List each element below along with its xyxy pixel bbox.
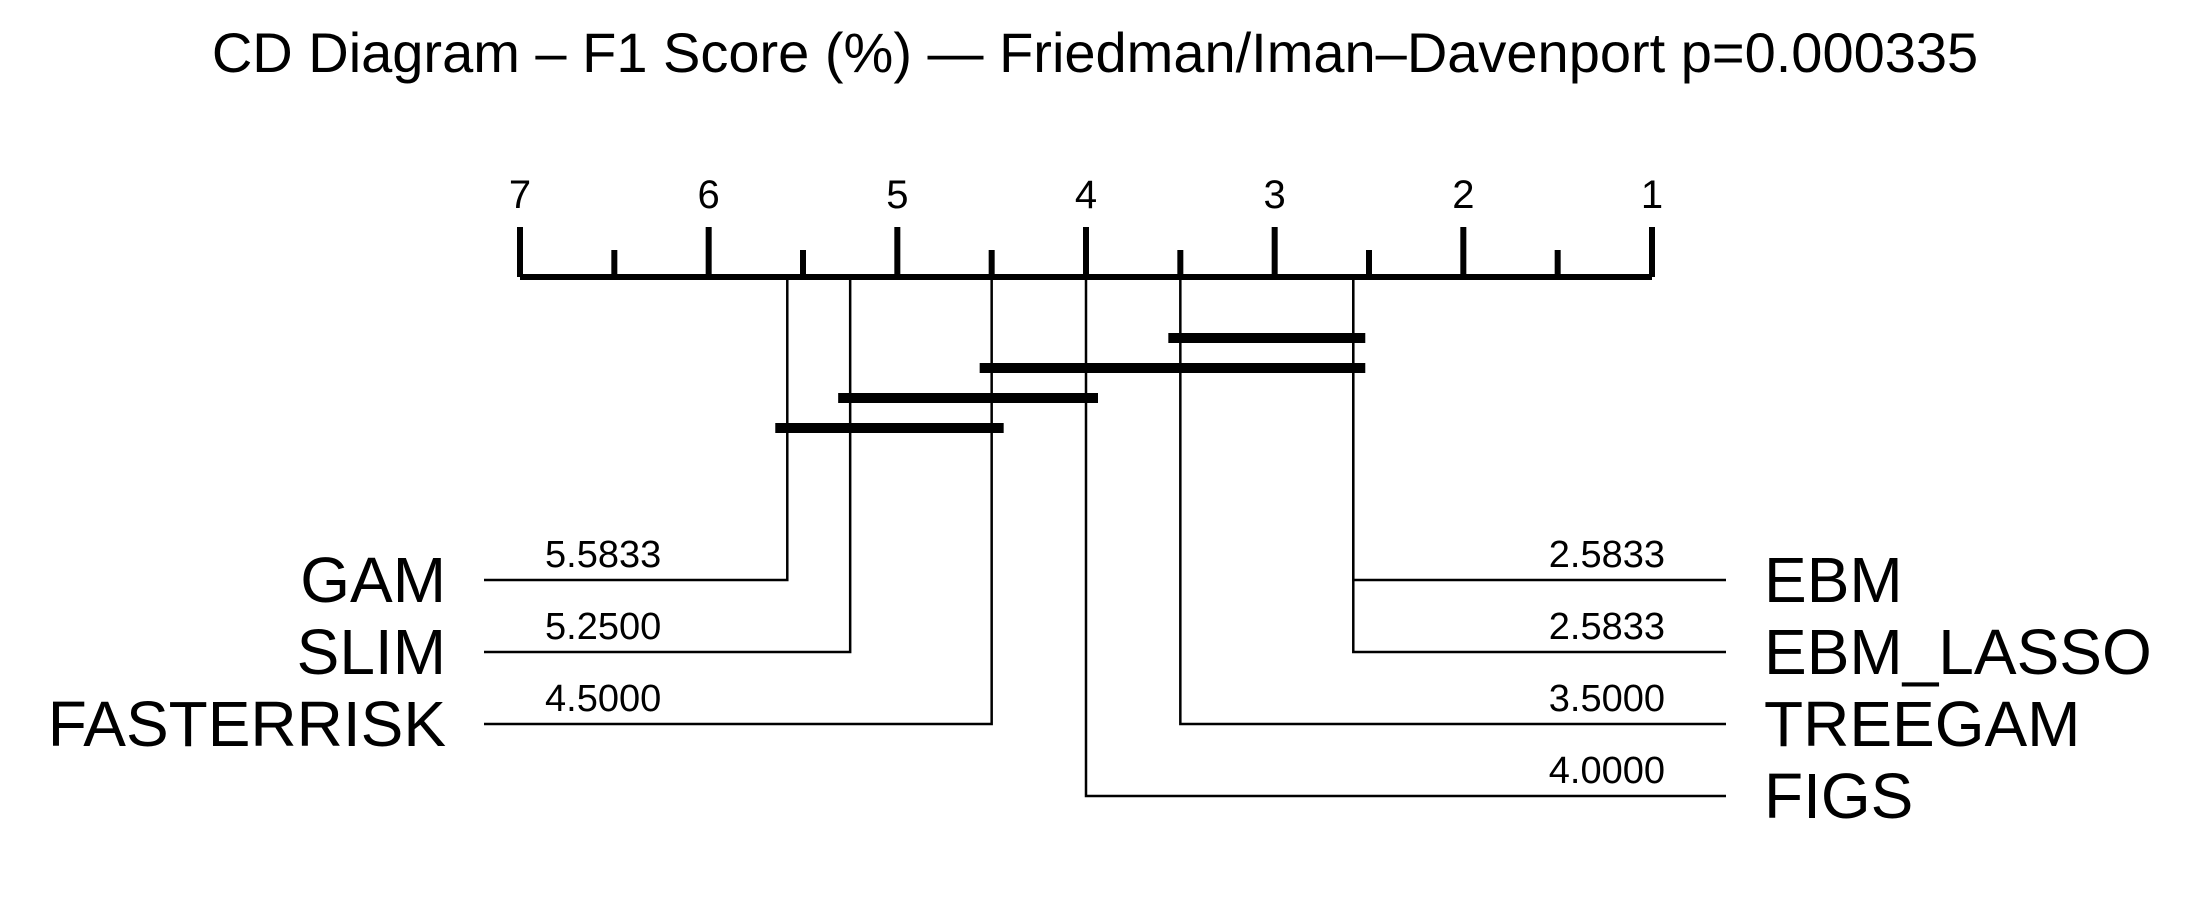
method-connector [1084,277,1726,798]
method-name: FASTERRISK [48,688,446,760]
tick-label: 5 [886,173,908,217]
method-connector [1352,277,1726,654]
clique-bars [775,333,1366,433]
chart-title: CD Diagram – F1 Score (%) — Friedman/Ima… [212,21,1978,84]
rank-value: 4.5000 [545,678,661,720]
method-connector [484,277,993,726]
tick-label: 3 [1264,173,1286,217]
rank-value: 2.5833 [1549,534,1665,576]
method-name: TREEGAM [1764,688,2080,760]
rank-value: 4.0000 [1549,750,1665,792]
tick-label: 7 [509,173,531,217]
rank-value: 2.5833 [1549,606,1665,648]
tick-label: 2 [1452,173,1474,217]
method-connector [1352,277,1726,582]
method-connector [484,277,789,582]
method-name: GAM [300,544,446,616]
method-labels: GAM 5.5833 SLIM 5.2500 FASTERRISK 4.5000 EBM 2.… [48,534,2152,832]
tick-label: 1 [1641,173,1663,217]
method-connector [484,277,852,654]
rank-value: 5.2500 [545,606,661,648]
method-connectors [484,277,1726,798]
axis-ticks: 7 6 5 4 3 2 1 [509,173,1663,277]
tick-label: 6 [698,173,720,217]
rank-value: 5.5833 [545,534,661,576]
method-connector [1179,277,1726,726]
method-name: EBM [1764,544,1903,616]
method-name: EBM_LASSO [1764,616,2152,688]
method-name: FIGS [1764,760,1913,832]
rank-value: 3.5000 [1549,678,1665,720]
tick-label: 4 [1075,173,1097,217]
method-name: SLIM [297,616,446,688]
